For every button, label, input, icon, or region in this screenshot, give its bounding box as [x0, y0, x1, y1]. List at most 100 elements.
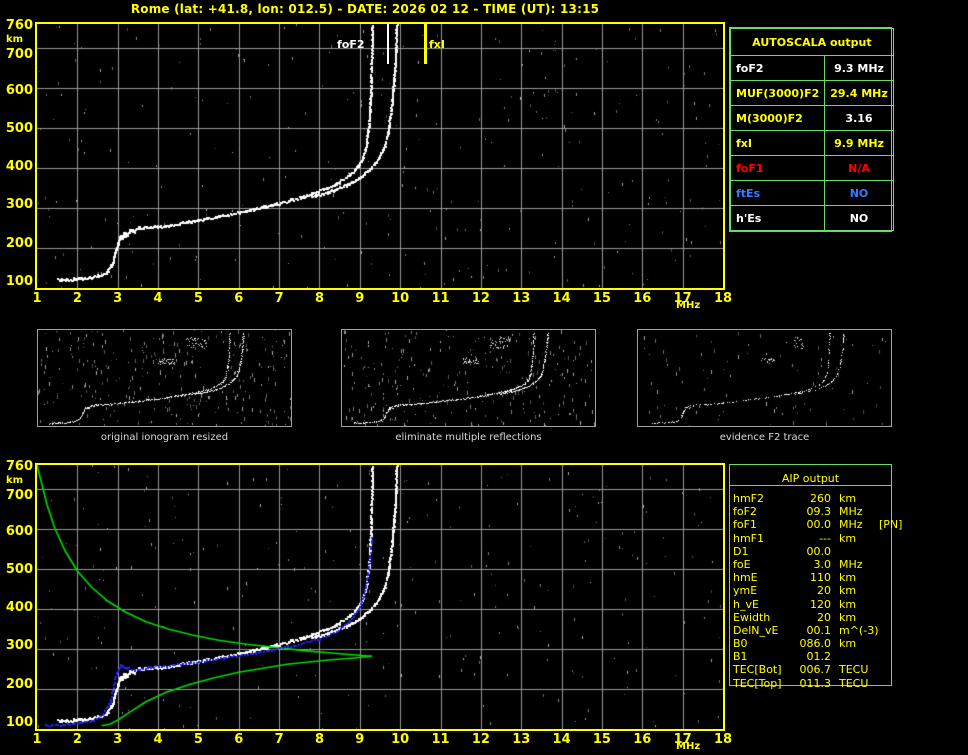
y-tick-500: 500	[5, 121, 33, 136]
aip-row: foE 3.0 MHz	[733, 558, 963, 571]
aip-key: hmF2	[733, 492, 765, 505]
aip-value: 09.3	[806, 505, 832, 519]
main-ionogram-panel[interactable]: foF2 fxI	[35, 22, 725, 290]
y2-tick-760: 760	[5, 459, 33, 474]
aip-value: 110	[810, 571, 831, 585]
autoscala-output-table: AUTOSCALA output foF2 9.3 MHz MUF(3000)F…	[729, 27, 894, 232]
aip-output-box: AIP output	[729, 464, 892, 686]
autoscala-value-m3000f2: 3.16	[824, 105, 894, 131]
main-y-axis: 760 km 700 600 500 400 300 200 100	[0, 0, 33, 300]
table-row: M(3000)F2 3.16	[729, 105, 894, 131]
x-tick-6: 6	[234, 732, 244, 747]
mini-panel-original-canvas	[38, 330, 291, 426]
x-tick-3: 3	[113, 732, 123, 747]
mini-panel-eliminate-caption: eliminate multiple reflections	[395, 432, 542, 443]
aip-row: DelN_vE 00.1 m^(-3)	[733, 624, 963, 637]
table-row: foF2 9.3 MHz	[729, 55, 894, 81]
aip-value: 00.1	[806, 623, 832, 637]
aip-row: h_vE 120 km	[733, 598, 963, 611]
aip-unit: TECU	[839, 676, 869, 690]
autoscala-value-fxi: 9.9 MHz	[824, 130, 894, 156]
page-title: Rome (lat: +41.8, lon: 012.5) - DATE: 20…	[130, 2, 600, 16]
aip-key: TEC[Bot]	[733, 663, 782, 677]
autoscala-value-ftes: NO	[824, 180, 894, 206]
aip-row: hmF1 --- km	[733, 532, 963, 545]
autoscala-label-fof2: foF2	[729, 55, 826, 81]
table-row: h'Es NO	[729, 205, 894, 231]
table-row: MUF(3000)F2 29.4 MHz	[729, 80, 894, 106]
aip-key: hmE	[733, 571, 758, 585]
x-tick-18: 18	[713, 732, 733, 747]
aip-key: foF1	[733, 518, 757, 532]
x-tick-15: 15	[592, 732, 611, 747]
y-tick-400: 400	[5, 159, 33, 174]
aip-rows: hmF2 260 km foF2 09.3 MHz foF1 00.0 MHz [PN] hmF1 -…	[733, 492, 963, 690]
fof2-marker-line	[387, 24, 389, 64]
autoscala-value-fof1: N/A	[824, 155, 894, 181]
autoscala-header: AUTOSCALA output	[730, 28, 894, 56]
x-tick-8: 8	[314, 291, 324, 306]
x-tick-15: 15	[592, 291, 611, 306]
x-tick-14: 14	[552, 291, 571, 306]
aip-unit: km	[839, 571, 857, 585]
x-tick-6: 6	[234, 291, 244, 306]
x-tick-16: 16	[633, 732, 652, 747]
table-row: foF1 N/A	[729, 155, 894, 181]
aip-row: ymE 20 km	[733, 584, 963, 597]
x-tick-11: 11	[431, 291, 450, 306]
x-tick-9: 9	[355, 732, 365, 747]
profile-ionogram-panel[interactable]	[35, 463, 725, 731]
autoscala-label-m3000f2: M(3000)F2	[729, 105, 826, 131]
x-tick-17: 17	[673, 732, 692, 747]
profile-y-axis: 760 km 700 600 500 400 300 200 100	[0, 441, 33, 741]
profile-x-unit-mhz: MHz	[676, 741, 701, 752]
x-tick-9: 9	[355, 291, 365, 306]
aip-header: AIP output	[730, 465, 891, 486]
autoscala-label-ftes: ftEs	[729, 180, 826, 206]
aip-key: ymE	[733, 584, 758, 598]
mini-panel-eliminate-canvas	[342, 330, 595, 426]
aip-key: B1	[733, 650, 748, 664]
y-tick-600: 600	[5, 83, 33, 98]
mini-panel-f2trace-caption: evidence F2 trace	[719, 432, 810, 443]
aip-key: Ewidth	[733, 610, 771, 624]
aip-value: 086.0	[799, 637, 832, 651]
aip-value: 00.0	[806, 518, 832, 532]
x-tick-10: 10	[391, 732, 410, 747]
main-x-unit-mhz: MHz	[676, 300, 701, 311]
y2-tick-500: 500	[5, 562, 33, 577]
y2-tick-600: 600	[5, 524, 33, 539]
aip-value: 120	[810, 597, 831, 611]
aip-row: hmE 110 km	[733, 571, 963, 584]
aip-key: hmF1	[733, 531, 765, 545]
x-tick-7: 7	[274, 291, 284, 306]
aip-unit: km	[839, 610, 857, 624]
aip-key: foF2	[733, 505, 757, 519]
aip-value: 006.7	[799, 663, 832, 677]
x-tick-12: 12	[471, 291, 490, 306]
aip-key: DelN_vE	[733, 623, 779, 637]
aip-row: hmF2 260 km	[733, 492, 963, 505]
autoscala-value-fof2: 9.3 MHz	[824, 55, 894, 81]
y-tick-200: 200	[5, 236, 33, 251]
aip-row: D1 00.0	[733, 545, 963, 558]
main-x-axis: 1 2 3 4 5 6 7 8 9 10 11 12 13 14 15 16 17 18	[0, 292, 968, 312]
aip-value: 01.2	[806, 650, 832, 664]
aip-value: 260	[810, 492, 831, 505]
mini-panel-eliminate[interactable]	[341, 329, 596, 427]
y2-tick-100: 100	[5, 715, 33, 730]
x-tick-11: 11	[431, 732, 450, 747]
aip-unit: MHz	[839, 518, 863, 532]
x-tick-8: 8	[314, 732, 324, 747]
mini-panel-f2trace[interactable]	[637, 329, 892, 427]
mini-panel-original[interactable]	[37, 329, 292, 427]
x-tick-4: 4	[153, 732, 163, 747]
aip-unit: km	[839, 637, 857, 651]
aip-row: TEC[Bot] 006.7 TECU	[733, 663, 963, 676]
x-tick-7: 7	[274, 732, 284, 747]
aip-value: 011.3	[799, 676, 832, 690]
table-row: fxI 9.9 MHz	[729, 130, 894, 156]
y-tick-100: 100	[5, 274, 33, 289]
aip-unit: km	[839, 584, 857, 598]
x-tick-4: 4	[153, 291, 163, 306]
